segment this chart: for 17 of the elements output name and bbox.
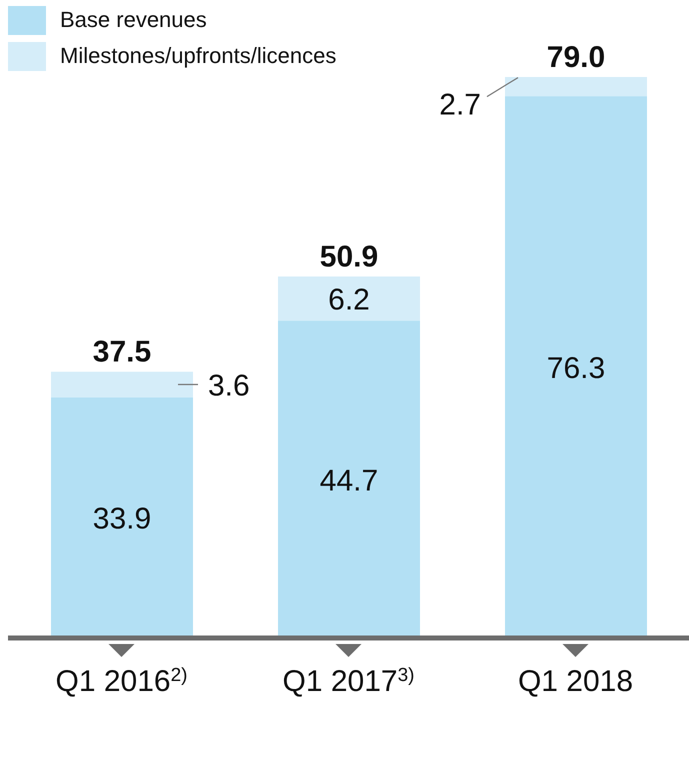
data-label: 33.9	[92, 502, 152, 536]
bar	[505, 77, 647, 96]
bar	[278, 276, 420, 321]
data-label: 6.2	[328, 284, 370, 317]
legend-label: Base revenues	[60, 7, 207, 33]
legend-label: Milestones/upfronts/licences	[60, 43, 336, 69]
x-tick-label: Q1 2017$^{3)}$	[282, 664, 414, 698]
total-label: 37.5	[92, 336, 152, 369]
data-label: 76.3	[546, 352, 606, 386]
total-label: 50.9	[320, 240, 378, 274]
bar	[51, 372, 193, 398]
data-label: 44.7	[320, 464, 378, 498]
x-tick-label: Q1 2016$^{2)}$	[56, 664, 188, 698]
data-label: 2.7	[439, 88, 481, 122]
data-label: 3.6	[208, 369, 250, 402]
total-label: 79.0	[546, 41, 606, 74]
x-tick-label: Q1 2018	[518, 665, 634, 698]
